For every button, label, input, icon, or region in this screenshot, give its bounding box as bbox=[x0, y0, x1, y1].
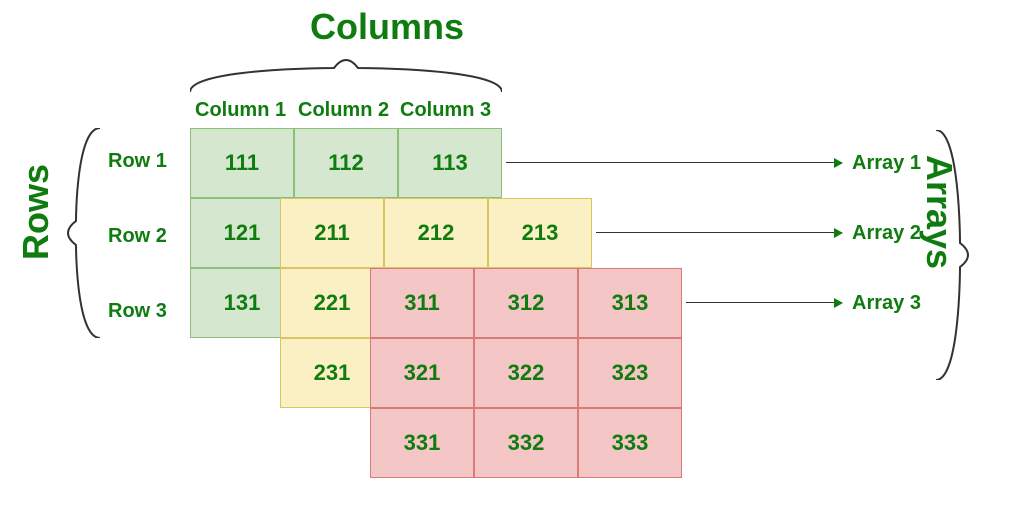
layer-3-cell-r1-c2: 312 bbox=[474, 268, 578, 338]
layer-1-cell-r1-c1: 111 bbox=[190, 128, 294, 198]
layer-3-cell-r1-c3: 313 bbox=[578, 268, 682, 338]
brace-rows bbox=[60, 128, 100, 338]
arrow-to-array-1 bbox=[506, 162, 842, 163]
brace-arrays bbox=[936, 130, 976, 380]
row-label-2: Row 2 bbox=[108, 225, 167, 248]
layer-2-cell-r1-c3: 213 bbox=[488, 198, 592, 268]
layer-2-cell-r1-c2: 212 bbox=[384, 198, 488, 268]
layer-2-cell-r1-c1: 211 bbox=[280, 198, 384, 268]
layer-1-cell-r1-c3: 113 bbox=[398, 128, 502, 198]
array-label-3: Array 3 bbox=[852, 292, 921, 315]
layer-3-cell-r3-c2: 332 bbox=[474, 408, 578, 478]
layer-3-cell-r1-c1: 311 bbox=[370, 268, 474, 338]
layer-3-cell-r2-c2: 322 bbox=[474, 338, 578, 408]
array-label-1: Array 1 bbox=[852, 152, 921, 175]
layer-3-cell-r3-c3: 333 bbox=[578, 408, 682, 478]
array-label-2: Array 2 bbox=[852, 222, 921, 245]
layer-1-cell-r2-c1: 121 bbox=[190, 198, 294, 268]
layer-1-cell-r3-c1: 131 bbox=[190, 268, 294, 338]
layer-2-cell-r3-c1: 231 bbox=[280, 338, 384, 408]
layer-3-cell-r2-c3: 323 bbox=[578, 338, 682, 408]
column-label-1: Column 1 bbox=[195, 99, 286, 122]
layer-3-cell-r2-c1: 321 bbox=[370, 338, 474, 408]
arrow-to-array-3 bbox=[686, 302, 842, 303]
layer-2-cell-r2-c1: 221 bbox=[280, 268, 384, 338]
row-label-3: Row 3 bbox=[108, 300, 167, 323]
diagram-stage: ColumnsRowsArraysColumn 1Column 2Column … bbox=[0, 0, 1024, 510]
brace-columns bbox=[190, 52, 502, 92]
layer-1-cell-r1-c2: 112 bbox=[294, 128, 398, 198]
row-label-1: Row 1 bbox=[108, 150, 167, 173]
layer-3-cell-r3-c1: 331 bbox=[370, 408, 474, 478]
column-label-3: Column 3 bbox=[400, 99, 491, 122]
columns-title: Columns bbox=[310, 6, 464, 48]
rows-title: Rows bbox=[15, 164, 57, 260]
column-label-2: Column 2 bbox=[298, 99, 389, 122]
layer-3: 311312313 321322323 331332333 bbox=[370, 268, 682, 478]
arrow-to-array-2 bbox=[596, 232, 842, 233]
